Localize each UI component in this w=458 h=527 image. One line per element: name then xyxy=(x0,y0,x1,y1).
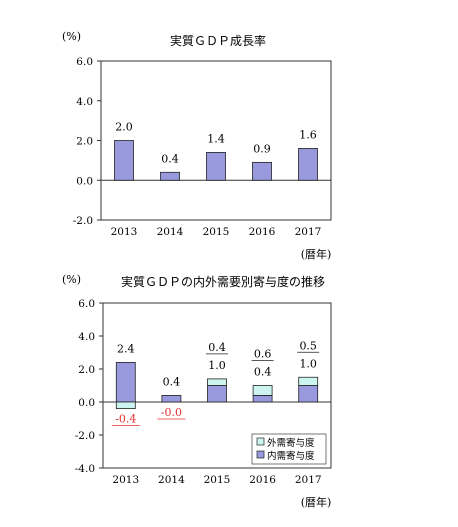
bar-domestic xyxy=(161,394,182,403)
bar-domestic xyxy=(252,394,273,403)
x-tick-label: 2014 xyxy=(157,226,184,238)
data-label-domestic: 1.0 xyxy=(299,357,317,370)
data-label: 0.4 xyxy=(161,152,179,165)
data-label-domestic: 0.4 xyxy=(254,366,272,379)
y-tick-label: 4.0 xyxy=(78,331,95,343)
x-tick-label: 2016 xyxy=(249,226,276,238)
data-label-external: 0.4 xyxy=(208,341,226,354)
legend-label-domestic: 内需寄与度 xyxy=(267,450,315,462)
y-tick-label: 6.0 xyxy=(78,298,95,310)
chart1-title: 実質ＧＤＰ成長率 xyxy=(170,33,266,48)
chart1-unit-label: (%) xyxy=(62,30,81,43)
legend-label-external: 外需寄与度 xyxy=(267,437,315,449)
y-tick-label: -2.0 xyxy=(73,215,93,227)
y-tick-label: 0.0 xyxy=(76,175,93,187)
legend-swatch-domestic xyxy=(256,450,265,459)
y-tick-label: 0.0 xyxy=(78,397,95,409)
x-tick-label: 2013 xyxy=(111,226,138,238)
bar xyxy=(206,152,226,181)
data-label-external: -0.0 xyxy=(161,406,182,419)
data-label: 2.0 xyxy=(115,121,133,134)
chart1-xlabel: (暦年) xyxy=(301,247,332,261)
gdp-contribution-chart: (%) 実質ＧＤＰの内外需要別寄与度の推移 (暦年) -4.0 -2.0 0.0 2.… xyxy=(62,273,332,509)
legend-swatch-external xyxy=(256,437,265,446)
x-tick-label: 2015 xyxy=(203,226,230,238)
x-tick-label: 2013 xyxy=(112,474,139,486)
bar-domestic xyxy=(207,385,227,403)
bar-external xyxy=(298,376,319,386)
y-tick-label: -2.0 xyxy=(75,430,95,442)
bar xyxy=(160,171,180,181)
bar-external xyxy=(207,378,227,386)
chart2-xlabel: (暦年) xyxy=(301,495,332,509)
x-tick-label: 2014 xyxy=(158,474,185,486)
chart2-title: 実質ＧＤＰの内外需要別寄与度の推移 xyxy=(121,274,325,289)
data-label-external: 0.6 xyxy=(254,348,272,361)
x-tick-label: 2017 xyxy=(295,226,322,238)
data-label: 0.9 xyxy=(253,142,271,155)
plot-frame xyxy=(102,302,332,469)
data-label-domestic: 0.4 xyxy=(163,375,181,388)
data-label-domestic: 1.0 xyxy=(208,359,226,372)
data-label-external: -0.4 xyxy=(115,413,136,426)
bar-domestic xyxy=(115,361,136,403)
y-tick-label: 2.0 xyxy=(76,136,93,148)
bar xyxy=(252,161,272,181)
data-label-domestic: 2.4 xyxy=(117,342,135,355)
bar-external xyxy=(252,385,273,396)
y-tick-label: -4.0 xyxy=(75,463,95,475)
data-label-external: 0.5 xyxy=(299,339,317,352)
y-tick-label: 6.0 xyxy=(76,56,93,68)
y-tick-label: 2.0 xyxy=(78,364,95,376)
bar-domestic xyxy=(298,385,319,403)
y-tick-label: 4.0 xyxy=(76,96,93,108)
data-label: 1.4 xyxy=(207,132,225,145)
gdp-growth-chart: (%) 実質ＧＤＰ成長率 (暦年) -2.0 0.0 2.0 4.0 6.0 2013 20… xyxy=(62,30,332,261)
x-tick-label: 2017 xyxy=(295,474,322,486)
x-tick-label: 2015 xyxy=(204,474,231,486)
bar-external xyxy=(115,401,136,409)
x-tick-label: 2016 xyxy=(249,474,276,486)
bar xyxy=(298,148,318,181)
data-label: 1.6 xyxy=(299,128,317,141)
bar xyxy=(114,140,134,181)
chart2-unit-label: (%) xyxy=(62,273,81,286)
